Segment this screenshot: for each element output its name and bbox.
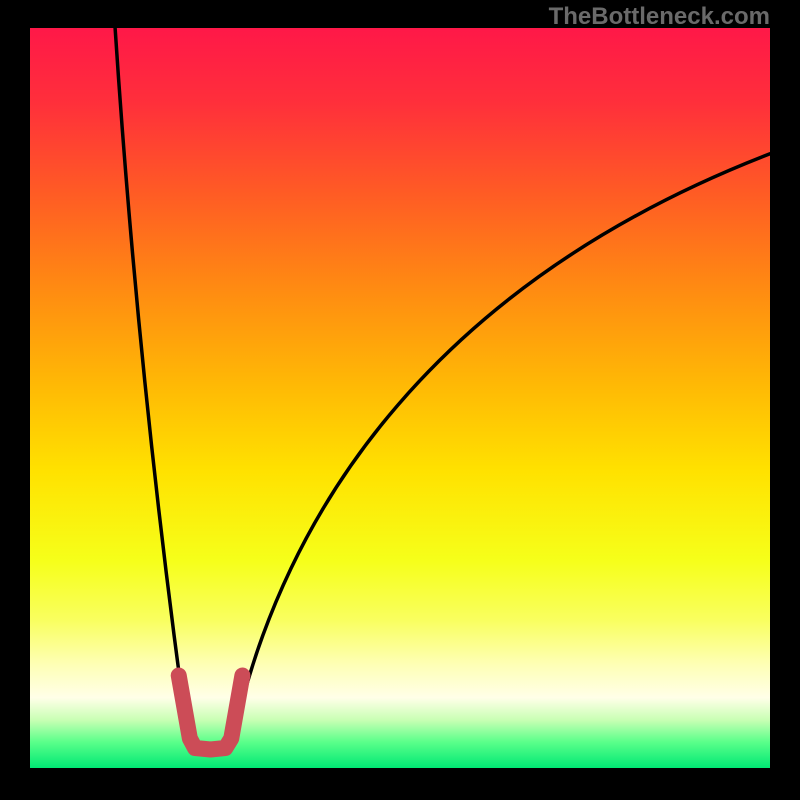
watermark-text: TheBottleneck.com <box>549 3 770 31</box>
chart-frame: TheBottleneck.com <box>0 0 800 800</box>
chart-svg <box>30 28 770 768</box>
plot-area <box>30 28 770 768</box>
gradient-background <box>30 28 770 768</box>
